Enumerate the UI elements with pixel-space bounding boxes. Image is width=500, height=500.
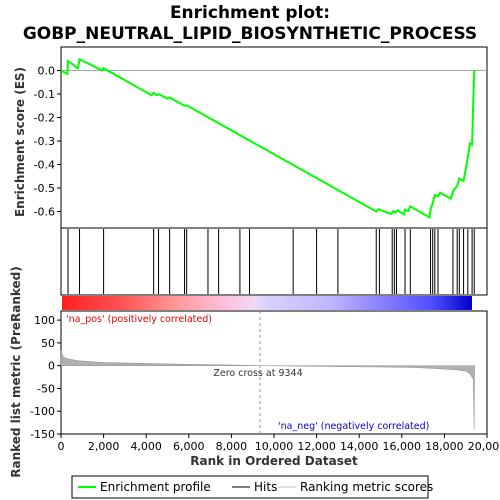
legend-enrichment-label: Enrichment profile <box>100 480 211 494</box>
metric-y-tick-label: 50 <box>41 337 55 350</box>
es-y-tick-label: -0.3 <box>34 135 55 148</box>
pos-correlated-label: 'na_pos' (positively correlated) <box>66 314 212 325</box>
legend-metric-label: Ranking metric scores <box>300 480 433 494</box>
es-y-ticks: 0.0 -0.1 -0.2 -0.3 -0.4 -0.5 -0.6 <box>34 65 61 219</box>
es-panel: 0.0 -0.1 -0.2 -0.3 -0.4 -0.5 -0.6 Enrichment s… <box>13 46 488 296</box>
x-axis-label: Rank in Ordered Dataset <box>190 454 358 468</box>
hits-panel <box>60 227 488 296</box>
legend-hits-label: Hits <box>254 480 277 494</box>
chart-title-line1: Enrichment plot: <box>170 3 330 23</box>
es-y-axis-label: Enrichment score (ES) <box>13 67 27 217</box>
metric-y-tick-label: -100 <box>30 405 55 418</box>
x-tick-label: 16,000 <box>383 440 422 453</box>
es-y-tick-label: -0.1 <box>34 88 55 101</box>
ranking-gradient <box>62 296 472 310</box>
x-tick-label: 20,000 <box>468 440 500 453</box>
metric-y-ticks: 100 50 0 -50 -100 -150 <box>30 314 61 441</box>
ranking-metric-area <box>60 351 475 430</box>
metric-y-tick-label: -50 <box>37 382 55 395</box>
es-y-tick-label: -0.6 <box>34 206 55 219</box>
neg-correlated-label: 'na_neg' (negatively correlated) <box>278 421 429 432</box>
enrichment-profile-line <box>60 57 476 220</box>
zero-cross-label: Zero cross at 9344 <box>213 368 302 379</box>
x-tick-label: 18,000 <box>425 440 464 453</box>
es-y-tick-label: -0.5 <box>34 182 55 195</box>
x-tick-label: 0 <box>58 440 65 453</box>
metric-y-tick-label: -150 <box>30 428 55 441</box>
x-tick-label: 10,000 <box>255 440 294 453</box>
ranking-color-bar <box>62 296 472 310</box>
hits-frame <box>60 227 488 296</box>
x-tick-label: 4,000 <box>130 440 162 453</box>
metric-y-axis-label: Ranked list metric (PreRanked) <box>9 266 23 478</box>
metric-panel: 100 50 0 -50 -100 -150 0 2,000 4,000 6,000 8,000 1… <box>9 266 500 478</box>
es-y-tick-label: -0.4 <box>34 159 55 172</box>
es-y-tick-label: 0.0 <box>38 65 56 78</box>
metric-y-tick-label: 0 <box>48 360 55 373</box>
legend: Enrichment profile Hits Ranking metric s… <box>71 475 433 499</box>
chart-title-line2: GOBP_NEUTRAL_LIPID_BIOSYNTHETIC_PROCESS <box>23 24 477 44</box>
x-tick-label: 6,000 <box>173 440 205 453</box>
x-tick-label: 14,000 <box>340 440 379 453</box>
metric-x-ticks: 0 2,000 4,000 6,000 8,000 10,000 12,000 14,000 1… <box>58 434 500 453</box>
x-tick-label: 12,000 <box>297 440 336 453</box>
es-plot-frame <box>60 46 488 296</box>
x-tick-label: 8,000 <box>216 440 248 453</box>
es-y-tick-label: -0.2 <box>34 112 55 125</box>
x-tick-label: 2,000 <box>88 440 120 453</box>
metric-y-tick-label: 100 <box>34 314 55 327</box>
hit-marks <box>67 229 475 294</box>
